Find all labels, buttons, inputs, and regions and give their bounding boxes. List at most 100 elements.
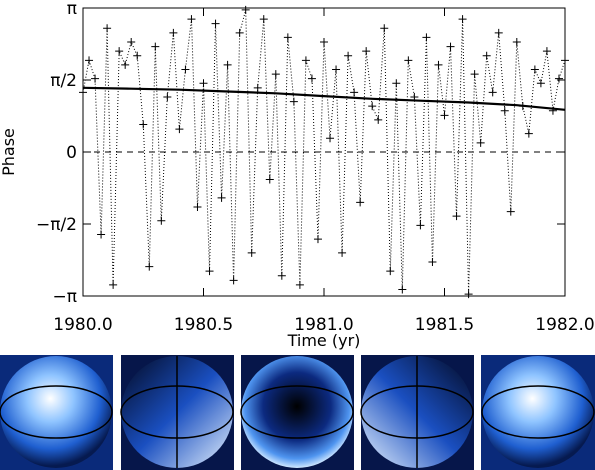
plus-marker bbox=[271, 70, 280, 79]
plus-marker bbox=[464, 290, 473, 299]
plus-marker bbox=[482, 51, 491, 60]
plus-marker bbox=[416, 221, 425, 230]
x-tick-label: 1981.0 bbox=[294, 315, 353, 335]
plus-marker bbox=[193, 203, 202, 212]
plus-marker bbox=[175, 125, 184, 134]
plus-marker bbox=[380, 24, 389, 33]
plus-marker bbox=[301, 56, 310, 65]
plus-marker bbox=[530, 65, 539, 74]
plus-marker bbox=[277, 271, 286, 280]
plus-marker bbox=[440, 111, 449, 120]
y-tick-label: −π/2 bbox=[36, 215, 77, 235]
plus-marker bbox=[350, 88, 359, 97]
plus-marker bbox=[458, 15, 467, 24]
sphere-panels bbox=[0, 355, 595, 470]
plus-marker bbox=[386, 267, 395, 276]
plus-marker bbox=[542, 47, 551, 56]
sphere bbox=[482, 356, 594, 468]
plus-marker bbox=[422, 33, 431, 42]
plus-marker bbox=[109, 280, 118, 289]
equator bbox=[120, 385, 234, 439]
plus-marker bbox=[145, 262, 154, 271]
plus-marker bbox=[494, 28, 503, 37]
plus-marker bbox=[561, 56, 569, 65]
x-tick-label: 1981.5 bbox=[415, 315, 474, 335]
plus-marker bbox=[235, 28, 244, 37]
plus-marker bbox=[356, 198, 365, 207]
plus-marker bbox=[151, 42, 160, 51]
plus-marker bbox=[326, 134, 335, 143]
plus-marker bbox=[500, 106, 509, 115]
plus-marker bbox=[338, 248, 347, 257]
plus-marker bbox=[428, 258, 437, 267]
y-tick-label: π/2 bbox=[50, 71, 77, 91]
y-tick-label: −π bbox=[53, 287, 77, 307]
x-tick-label: 1980.5 bbox=[174, 315, 233, 335]
plus-marker bbox=[434, 60, 443, 69]
plus-marker bbox=[488, 88, 497, 97]
plus-marker bbox=[446, 42, 455, 51]
y-tick-label: 0 bbox=[66, 143, 77, 163]
y-axis-label: Phase bbox=[0, 128, 18, 176]
sphere bbox=[241, 356, 353, 468]
plus-marker bbox=[115, 47, 124, 56]
plus-marker bbox=[217, 193, 226, 202]
x-tick-label: 1980.0 bbox=[53, 315, 112, 335]
plus-marker bbox=[283, 33, 292, 42]
equator bbox=[0, 385, 113, 439]
plus-marker bbox=[133, 51, 142, 60]
plus-marker bbox=[181, 65, 190, 74]
plus-marker bbox=[307, 74, 316, 83]
plus-marker bbox=[121, 60, 130, 69]
plus-marker bbox=[452, 212, 461, 221]
plus-marker bbox=[368, 102, 377, 111]
plus-marker bbox=[289, 97, 298, 106]
plus-marker bbox=[79, 88, 87, 97]
plus-marker bbox=[127, 37, 136, 46]
plus-marker bbox=[199, 79, 208, 88]
x-axis-label: Time (yr) bbox=[287, 331, 361, 350]
plus-marker bbox=[506, 207, 515, 216]
plus-marker bbox=[139, 120, 148, 129]
plus-marker bbox=[470, 70, 479, 79]
plus-marker bbox=[91, 74, 100, 83]
equator bbox=[481, 385, 595, 439]
plus-marker bbox=[241, 5, 250, 14]
plus-marker bbox=[229, 276, 238, 285]
plus-marker bbox=[247, 248, 256, 257]
plus-marker bbox=[103, 24, 112, 33]
plus-marker bbox=[344, 51, 353, 60]
y-tick-label: π bbox=[67, 0, 77, 19]
plus-marker bbox=[253, 83, 262, 92]
plus-marker bbox=[313, 235, 322, 244]
plus-marker bbox=[169, 28, 178, 37]
plus-marker bbox=[259, 15, 268, 24]
plus-marker bbox=[362, 47, 371, 56]
trend-line bbox=[82, 86, 566, 111]
plus-marker bbox=[398, 285, 407, 294]
plus-marker bbox=[265, 175, 274, 184]
plus-marker bbox=[374, 115, 383, 124]
plus-marker bbox=[512, 37, 521, 46]
plus-marker bbox=[223, 60, 232, 69]
plus-marker bbox=[536, 79, 545, 88]
equator bbox=[240, 385, 354, 439]
connector-line bbox=[82, 9, 566, 295]
plus-marker bbox=[205, 267, 214, 276]
plus-marker bbox=[320, 37, 328, 46]
equator bbox=[360, 385, 474, 439]
x-tick-label: 1982.0 bbox=[535, 315, 594, 335]
sphere bbox=[0, 356, 112, 468]
plus-marker bbox=[163, 92, 172, 101]
plus-marker bbox=[404, 56, 413, 65]
plus-marker bbox=[295, 280, 304, 289]
plus-marker bbox=[85, 56, 94, 65]
plus-marker bbox=[97, 230, 106, 239]
plus-marker bbox=[187, 15, 196, 24]
plus-marker bbox=[332, 65, 341, 74]
plus-marker bbox=[392, 79, 401, 88]
plus-marker bbox=[211, 19, 220, 28]
plus-marker bbox=[476, 138, 485, 147]
plus-marker bbox=[157, 216, 166, 225]
